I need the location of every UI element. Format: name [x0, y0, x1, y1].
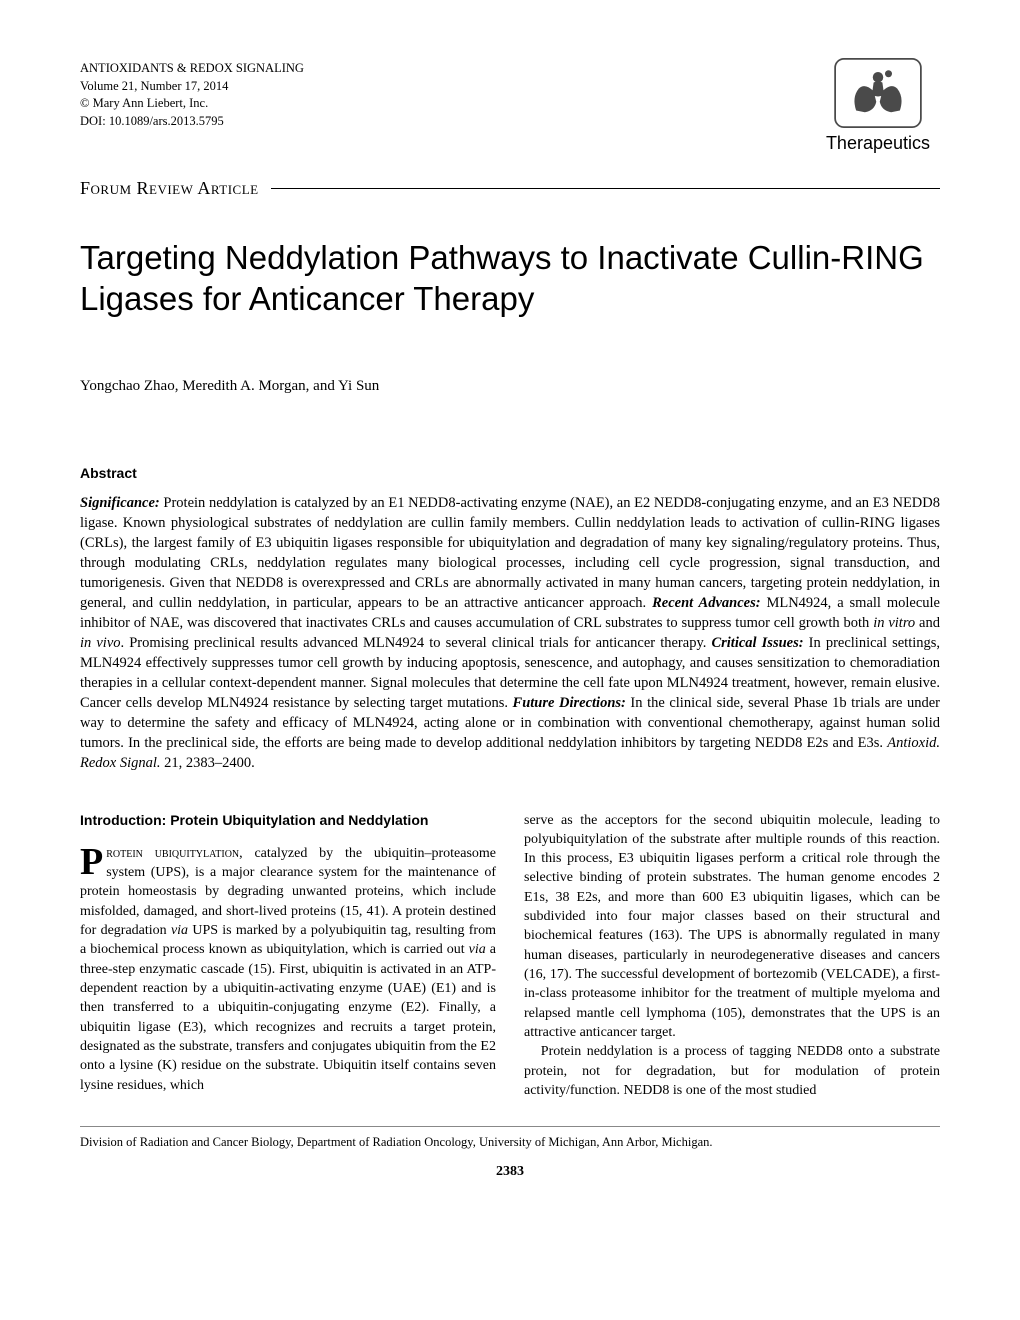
abstract-body: Significance: Protein neddylation is cat…	[80, 493, 940, 773]
journal-name: ANTIOXIDANTS & REDOX SIGNALING	[80, 60, 940, 78]
via-2: via	[469, 942, 486, 957]
critical-issues-label: Critical Issues:	[711, 635, 803, 651]
in-vivo: in vivo	[80, 635, 121, 651]
citation-pages: 21, 2383–2400.	[161, 755, 255, 771]
page-number: 2383	[80, 1164, 940, 1180]
article-type-rule	[271, 188, 940, 189]
recent-text2: . Promising preclinical results advanced…	[121, 635, 712, 651]
significance-text: Protein neddylation is catalyzed by an E…	[80, 495, 940, 611]
article-title: Targeting Neddylation Pathways to Inacti…	[80, 237, 940, 320]
smallcaps-lead: rotein ubiquitylation	[106, 846, 239, 861]
volume-info: Volume 21, Number 17, 2014	[80, 78, 940, 96]
intro-paragraph-2: serve as the acceptors for the second ub…	[524, 811, 940, 1043]
doi-line: DOI: 10.1089/ars.2013.5795	[80, 113, 940, 131]
p1-rest3: a three-step enzymatic cascade (15). Fir…	[80, 942, 496, 1092]
in-vitro: in vitro	[873, 615, 915, 631]
footer-rule	[80, 1126, 940, 1127]
logo-label: Therapeutics	[826, 133, 930, 154]
future-directions-label: Future Directions:	[513, 695, 626, 711]
via-1: via	[171, 923, 188, 938]
intro-paragraph-1: Protein ubiquitylation, catalyzed by the…	[80, 844, 496, 1095]
left-column: Introduction: Protein Ubiquitylation and…	[80, 811, 496, 1101]
author-list: Yongchao Zhao, Meredith A. Morgan, and Y…	[80, 378, 940, 395]
copyright-line: © Mary Ann Liebert, Inc.	[80, 95, 940, 113]
intro-paragraph-3: Protein neddylation is a process of tagg…	[524, 1042, 940, 1100]
abstract-heading: Abstract	[80, 465, 940, 481]
therapeutics-icon	[833, 58, 923, 128]
right-column: serve as the acceptors for the second ub…	[524, 811, 940, 1101]
author-affiliation: Division of Radiation and Cancer Biology…	[80, 1135, 940, 1150]
dropcap: P	[80, 844, 106, 877]
recent-advances-label: Recent Advances:	[652, 595, 760, 611]
intro-heading: Introduction: Protein Ubiquitylation and…	[80, 811, 496, 830]
and-text: and	[915, 615, 940, 631]
significance-label: Significance:	[80, 495, 160, 511]
body-columns: Introduction: Protein Ubiquitylation and…	[80, 811, 940, 1101]
article-type: Forum Review Article	[80, 178, 259, 199]
journal-meta: ANTIOXIDANTS & REDOX SIGNALING Volume 21…	[80, 60, 940, 130]
article-type-row: Forum Review Article	[80, 178, 940, 199]
section-logo: Therapeutics	[826, 58, 930, 154]
